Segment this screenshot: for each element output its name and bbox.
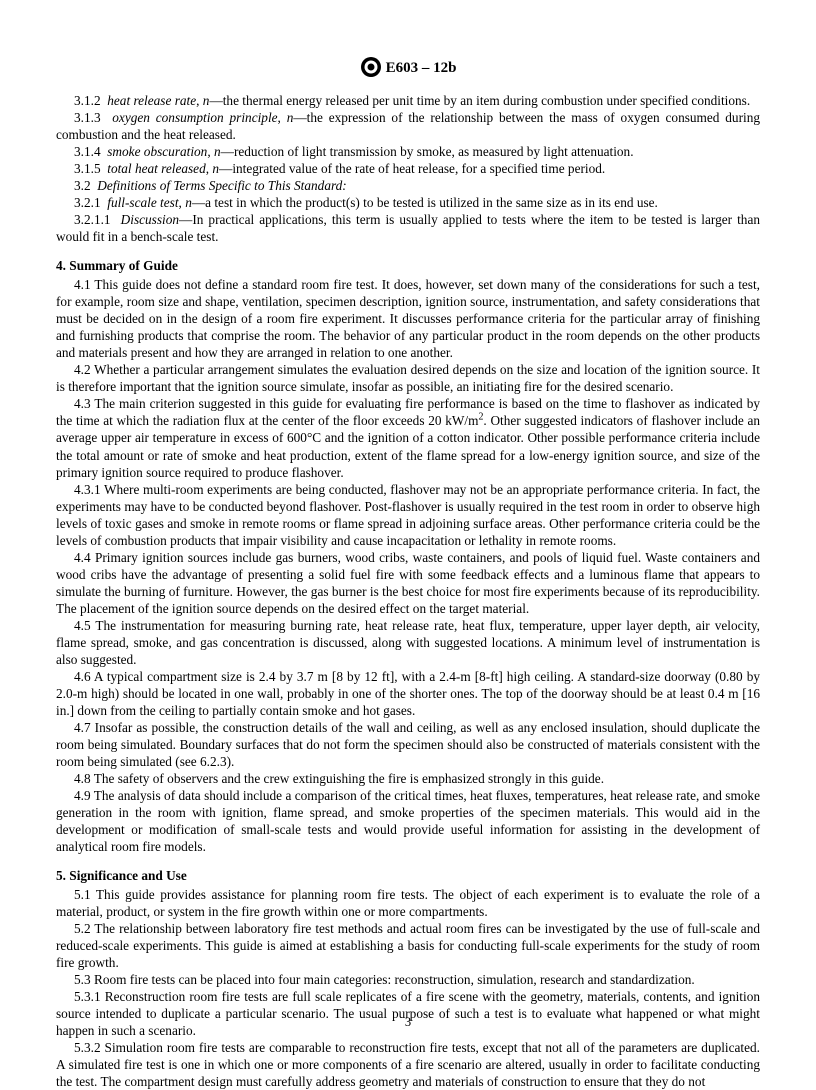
def-3-1-3: 3.1.3 oxygen consumption principle, n—th… bbox=[56, 109, 760, 143]
para-4-3-1: 4.3.1 Where multi-room experiments are b… bbox=[56, 481, 760, 549]
page-number: 3 bbox=[0, 1014, 816, 1030]
para-4-2: 4.2 Whether a particular arrangement sim… bbox=[56, 361, 760, 395]
para-5-3: 5.3 Room fire tests can be placed into f… bbox=[56, 971, 760, 988]
section-5-title: 5. Significance and Use bbox=[56, 867, 760, 884]
para-4-9: 4.9 The analysis of data should include … bbox=[56, 787, 760, 855]
para-5-1: 5.1 This guide provides assistance for p… bbox=[56, 886, 760, 920]
para-4-1: 4.1 This guide does not define a standar… bbox=[56, 276, 760, 361]
para-4-3: 4.3 The main criterion suggested in this… bbox=[56, 395, 760, 480]
para-4-8: 4.8 The safety of observers and the crew… bbox=[56, 770, 760, 787]
para-4-5: 4.5 The instrumentation for measuring bu… bbox=[56, 617, 760, 668]
para-5-2: 5.2 The relationship between laboratory … bbox=[56, 920, 760, 971]
def-3-1-5: 3.1.5 total heat released, n—integrated … bbox=[56, 160, 760, 177]
para-4-4: 4.4 Primary ignition sources include gas… bbox=[56, 549, 760, 617]
page-header: E603 – 12b bbox=[56, 56, 760, 78]
def-3-2-1-1: 3.2.1.1 Discussion—In practical applicat… bbox=[56, 211, 760, 245]
def-3-2-1: 3.2.1 full-scale test, n—a test in which… bbox=[56, 194, 760, 211]
para-4-7: 4.7 Insofar as possible, the constructio… bbox=[56, 719, 760, 770]
def-3-1-4: 3.1.4 smoke obscuration, n—reduction of … bbox=[56, 143, 760, 160]
para-5-3-2: 5.3.2 Simulation room fire tests are com… bbox=[56, 1039, 760, 1090]
section-4-title: 4. Summary of Guide bbox=[56, 257, 760, 274]
designation-text: E603 – 12b bbox=[386, 60, 457, 76]
para-4-6: 4.6 A typical compartment size is 2.4 by… bbox=[56, 668, 760, 719]
def-3-1-2: 3.1.2 heat release rate, n—the thermal e… bbox=[56, 92, 760, 109]
astm-logo-icon bbox=[360, 56, 382, 78]
def-3-2: 3.2 Definitions of Terms Specific to Thi… bbox=[56, 177, 760, 194]
